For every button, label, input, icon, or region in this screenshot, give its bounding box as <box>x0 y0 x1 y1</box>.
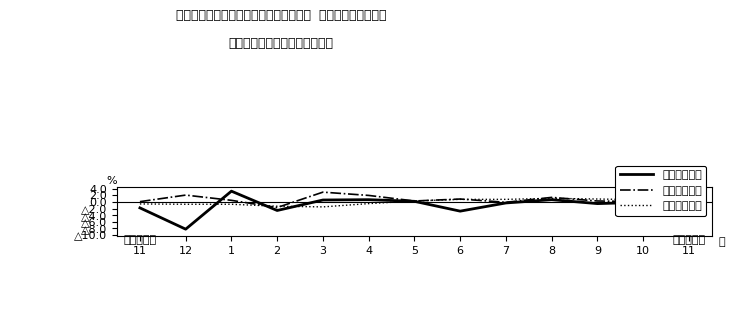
Text: %: % <box>107 176 117 186</box>
Text: （規模５人以上　調査産業計）: （規模５人以上 調査産業計） <box>229 37 334 50</box>
Text: 第４図　賃金、労働時間、常用雇用指数  対前年同月比の推移: 第４図 賃金、労働時間、常用雇用指数 対前年同月比の推移 <box>176 9 386 22</box>
Text: 平成２１年: 平成２１年 <box>124 235 156 245</box>
Text: 平成２２年: 平成２２年 <box>673 235 705 245</box>
Text: 月: 月 <box>719 237 725 247</box>
Legend: 現金給与総額, 総実労働時間, 常用雇用指数: 現金給与総額, 総実労働時間, 常用雇用指数 <box>616 166 706 216</box>
